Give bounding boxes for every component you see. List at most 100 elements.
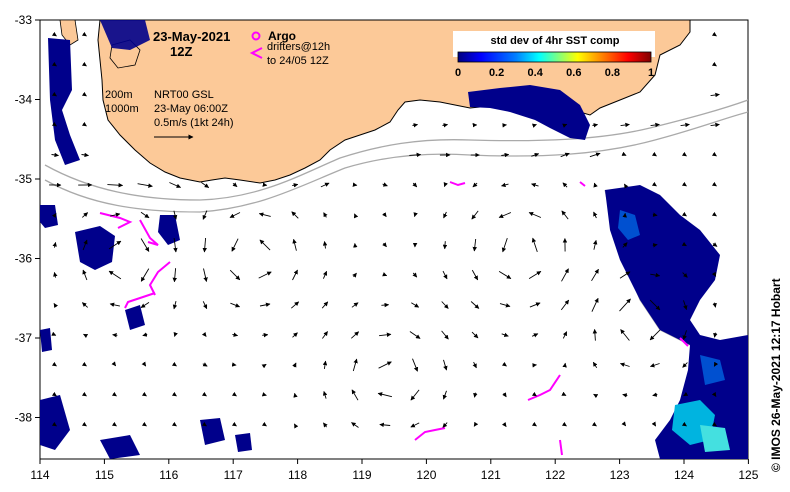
current-vector-arrow [137,183,153,188]
current-vector-arrow [592,328,598,341]
current-vector-arrow [682,272,688,278]
current-vector-arrow [651,421,657,427]
current-vector-arrow [352,358,358,372]
current-vector-arrow [322,360,328,369]
current-vector-arrow [649,329,661,341]
current-vector-arrow [81,152,89,158]
current-vector-arrow [51,61,57,67]
current-vector-arrow [442,422,448,428]
current-vector-arrow [379,332,392,338]
current-vector-arrow [621,151,627,156]
current-vector-arrow [351,389,359,401]
current-vector-arrow [82,212,89,218]
current-vector-arrow [108,240,122,250]
current-vector-arrow [323,422,328,428]
current-vector-arrow [322,241,328,249]
current-vector-arrow [561,421,567,427]
current-vector-arrow [413,212,418,218]
current-vector-arrow [202,301,208,310]
current-vector-arrow [651,181,657,187]
current-vector-arrow [231,421,237,427]
current-vector-arrow [531,391,537,397]
x-tick-label: 123 [610,468,630,482]
current-vector-arrow [232,182,238,188]
current-vector-arrow [531,123,537,128]
colorbar-tick-label: 0 [455,67,461,79]
current-vector-arrow [502,392,507,398]
current-vector-arrow [528,271,542,279]
x-tick-label: 122 [545,468,565,482]
x-tick-label: 125 [738,468,758,482]
y-tick-label: -37 [15,331,33,345]
current-vector-arrow [112,332,118,338]
colorbar-tick-label: 1 [648,67,654,79]
current-vector-arrow [351,302,359,308]
current-vector-arrow [593,211,598,219]
current-vector-arrow [528,212,542,218]
current-vector-arrow [441,301,449,309]
colorbar-tick-label: 0.4 [528,67,544,79]
current-vector-arrow [562,331,568,339]
current-vector-arrow [52,241,57,248]
current-vector-arrow [51,391,57,397]
current-vector-arrow [620,329,630,341]
current-vector-arrow [229,269,241,281]
current-vector-arrow [501,361,507,367]
current-vector-arrow [410,422,420,428]
current-vector-arrow [382,272,388,277]
current-vector-arrow [409,331,421,339]
current-vector-arrow [650,272,661,278]
drifters-line1: drifters@12h [267,41,330,53]
current-vector-arrow [711,271,717,277]
drifter-tracks [99,181,689,456]
current-vector-arrow [531,182,539,188]
current-vector-arrow [201,421,207,427]
current-vector-arrow [261,392,267,397]
colorbar-tick-label: 0.6 [566,67,581,79]
drifters-line2: to 24/05 12Z [267,55,329,67]
current-vector-arrow [140,268,150,282]
current-vector-arrow [201,331,207,337]
current-vector-arrow [621,421,627,427]
current-vector-arrow [351,331,360,339]
current-vector-arrow [230,302,241,308]
model-time: 23-May 06:00Z [154,103,228,115]
current-vector-arrow [322,331,328,339]
current-vector-arrow [472,182,478,188]
current-vector-arrow [711,61,717,67]
current-vector-arrow [471,210,479,220]
current-vector-arrow [562,362,567,368]
current-vector-arrow [409,152,422,158]
sst-patches [40,20,748,459]
current-vector-arrow [499,303,511,308]
colorbar-tick-label: 0.2 [489,67,504,79]
y-tick-label: -35 [15,172,33,186]
current-vector-arrow [231,391,237,397]
current-vector-arrow [561,268,569,282]
current-vector-arrow [81,31,87,37]
current-vector-arrow [382,242,387,248]
current-vector-arrow [172,210,178,220]
current-vector-arrow [382,212,387,218]
current-vector-arrow [593,182,598,188]
model-name: NRT00 GSL [154,89,214,101]
current-vector-arrow [473,392,478,398]
current-vector-arrow [710,92,720,98]
current-vector-arrow [561,210,569,220]
current-vector-arrow [443,182,448,188]
current-vector-arrow [560,299,570,311]
current-vector-arrow [82,269,88,281]
current-vector-arrow [560,152,570,158]
current-vector-arrow [412,358,419,372]
current-vector-arrow [81,91,87,97]
current-vector-arrow [171,391,177,397]
current-vector-arrow [262,182,268,187]
current-vector-arrow [680,122,690,128]
current-vector-arrow [321,301,329,309]
current-vector-arrow [442,390,447,400]
current-vector-arrow [202,362,208,367]
current-vector-arrow [292,238,297,251]
current-vector-arrow [711,211,717,217]
current-vector-arrow [651,151,657,157]
